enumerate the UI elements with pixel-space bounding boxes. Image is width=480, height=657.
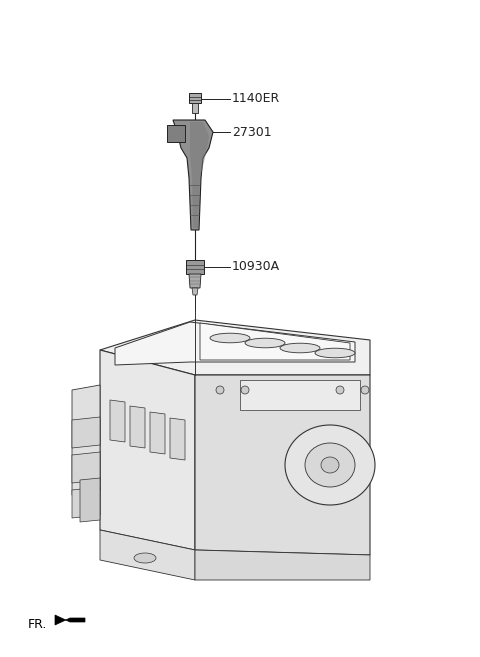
Polygon shape: [110, 400, 125, 442]
Polygon shape: [195, 375, 370, 555]
Polygon shape: [186, 260, 204, 274]
Circle shape: [216, 386, 224, 394]
Polygon shape: [100, 530, 195, 580]
Text: 1140ER: 1140ER: [232, 93, 280, 106]
Polygon shape: [100, 320, 370, 375]
Polygon shape: [72, 417, 100, 448]
Polygon shape: [80, 478, 100, 522]
Text: 10930A: 10930A: [232, 260, 280, 273]
Ellipse shape: [315, 348, 355, 358]
Polygon shape: [167, 125, 185, 142]
Polygon shape: [150, 412, 165, 454]
Polygon shape: [130, 406, 145, 448]
Ellipse shape: [280, 343, 320, 353]
Ellipse shape: [305, 443, 355, 487]
Text: 27301: 27301: [232, 125, 272, 139]
Polygon shape: [72, 452, 100, 483]
Polygon shape: [72, 385, 100, 495]
Text: FR.: FR.: [28, 618, 48, 631]
Ellipse shape: [285, 425, 375, 505]
Circle shape: [361, 386, 369, 394]
Polygon shape: [190, 122, 209, 228]
Polygon shape: [72, 487, 100, 518]
Polygon shape: [192, 288, 198, 295]
Ellipse shape: [210, 333, 250, 343]
Ellipse shape: [245, 338, 285, 348]
Circle shape: [241, 386, 249, 394]
Polygon shape: [192, 103, 198, 113]
Polygon shape: [189, 93, 201, 103]
Polygon shape: [115, 322, 355, 365]
Polygon shape: [195, 550, 370, 580]
Polygon shape: [100, 350, 195, 550]
Polygon shape: [173, 120, 213, 230]
Polygon shape: [240, 380, 360, 410]
Polygon shape: [189, 274, 201, 288]
Circle shape: [336, 386, 344, 394]
Polygon shape: [170, 418, 185, 460]
Polygon shape: [200, 323, 350, 360]
Polygon shape: [55, 615, 85, 625]
Ellipse shape: [134, 553, 156, 563]
Ellipse shape: [321, 457, 339, 473]
